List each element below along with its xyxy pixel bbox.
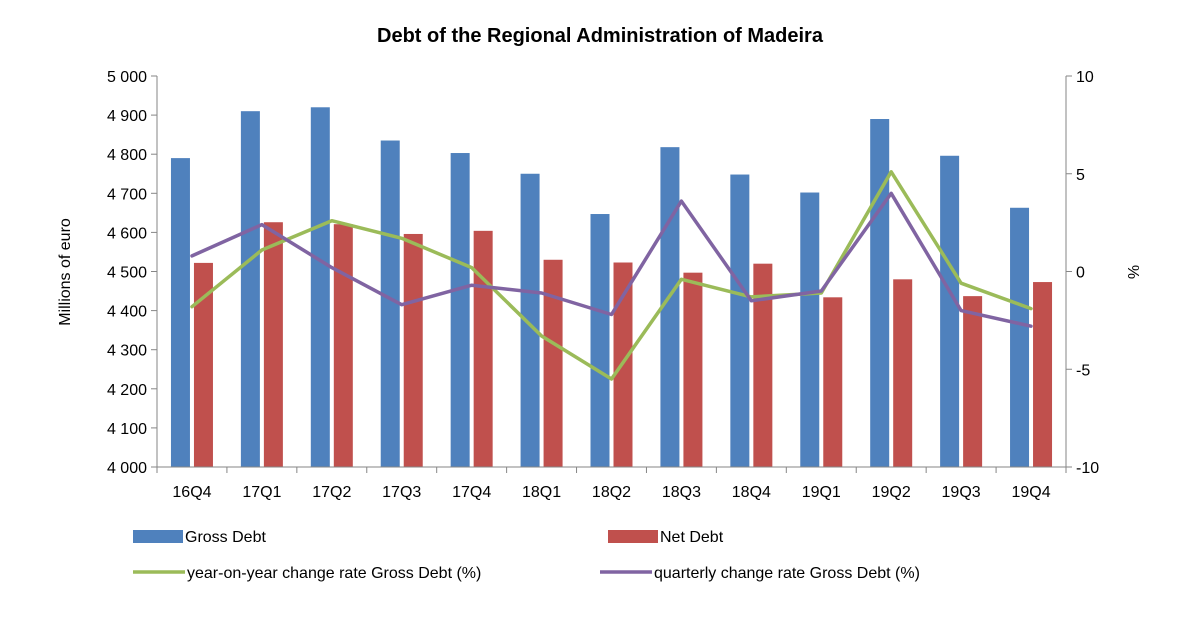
x-tick-label: 17Q2: [312, 484, 351, 501]
bar-net-debt-17q3: [403, 233, 423, 467]
bar-net-debt-18q3: [683, 272, 703, 467]
bar-net-debt-17q2: [333, 224, 353, 467]
x-tick-label: 17Q1: [242, 484, 281, 501]
legend-label-gross-debt: Gross Debt: [185, 529, 266, 546]
x-tick-label: 19Q3: [942, 484, 981, 501]
ticks-layer: 4 000 4 100 4 200 4 300 4 400 4 500 4 600 4 700…: [107, 69, 1099, 501]
x-tick-label: 18Q4: [732, 484, 771, 501]
y-tick-label: 4 700: [107, 186, 147, 203]
x-tick-label: 19Q2: [872, 484, 911, 501]
y-tick-label: 4 000: [107, 460, 147, 477]
bar-gross-debt-18q1: [520, 173, 540, 467]
legend: Gross Debt Net Debt year-on-year change ra…: [133, 529, 920, 582]
bar-net-debt-17q4: [473, 230, 493, 467]
bar-net-debt-19q3: [963, 296, 983, 467]
bar-gross-debt-19q2: [870, 119, 890, 467]
legend-label-quarterly-change-rate-gross-debt-: quarterly change rate Gross Debt (%): [654, 565, 920, 582]
bar-gross-debt-19q3: [940, 155, 960, 467]
y-tick-label: 4 600: [107, 225, 147, 242]
y2-axis-label: %: [1124, 265, 1141, 279]
bar-gross-debt-19q4: [1010, 207, 1030, 467]
x-tick-label: 19Q1: [802, 484, 841, 501]
bar-net-debt-17q1: [263, 222, 283, 467]
bar-gross-debt-18q2: [590, 214, 610, 467]
y-tick-label: 4 300: [107, 343, 147, 360]
bar-gross-debt-17q1: [240, 111, 260, 467]
bar-gross-debt-19q1: [800, 192, 820, 467]
bar-gross-debt-17q4: [450, 153, 470, 468]
bar-gross-debt-18q4: [730, 174, 750, 468]
y-tick-label: 4 900: [107, 108, 147, 125]
bar-gross-debt-17q2: [310, 107, 330, 467]
bar-net-debt-19q2: [893, 279, 913, 467]
line-quarterly-change-rate-gross-debt-: [190, 191, 1033, 328]
bars-layer: [170, 107, 1053, 468]
x-tick-label: 17Q3: [382, 484, 421, 501]
bar-gross-debt-17q3: [380, 140, 400, 467]
y-tick-label: 4 800: [107, 147, 147, 164]
x-tick-label: 18Q2: [592, 484, 631, 501]
y-tick-label: 4 200: [107, 382, 147, 399]
y2-tick-label: 10: [1076, 69, 1094, 86]
y2-tick-label: 5: [1076, 167, 1085, 184]
x-tick-label: 17Q4: [452, 484, 491, 501]
line-year-on-year-change-rate-gross-debt-: [190, 170, 1033, 381]
y2-tick-label: -10: [1076, 460, 1099, 477]
lines-layer: [190, 170, 1033, 381]
y2-tick-label: 0: [1076, 265, 1085, 282]
x-tick-label: 16Q4: [172, 484, 211, 501]
bar-net-debt-18q1: [543, 259, 563, 467]
y-tick-label: 4 500: [107, 265, 147, 282]
bar-gross-debt-16q4: [170, 158, 190, 468]
legend-swatch-gross-debt: [133, 530, 183, 543]
x-tick-label: 18Q3: [662, 484, 701, 501]
bar-net-debt-19q1: [823, 297, 843, 467]
y-axis-label: Millions of euro: [57, 218, 74, 326]
bar-net-debt-16q4: [193, 262, 213, 467]
legend-swatch-net-debt: [608, 530, 658, 543]
bar-net-debt-19q4: [1033, 282, 1053, 467]
axes-layer: [151, 75, 1072, 473]
x-tick-label: 19Q4: [1011, 484, 1050, 501]
chart-title: Debt of the Regional Administration of M…: [377, 25, 824, 47]
y2-tick-label: -5: [1076, 362, 1090, 379]
legend-label-net-debt: Net Debt: [660, 529, 724, 546]
y-tick-label: 4 400: [107, 304, 147, 321]
y-tick-label: 5 000: [107, 69, 147, 86]
y-tick-label: 4 100: [107, 421, 147, 438]
bar-net-debt-18q4: [753, 263, 773, 467]
legend-label-year-on-year-change-rate-gross-debt-: year-on-year change rate Gross Debt (%): [187, 565, 481, 582]
x-tick-label: 18Q1: [522, 484, 561, 501]
